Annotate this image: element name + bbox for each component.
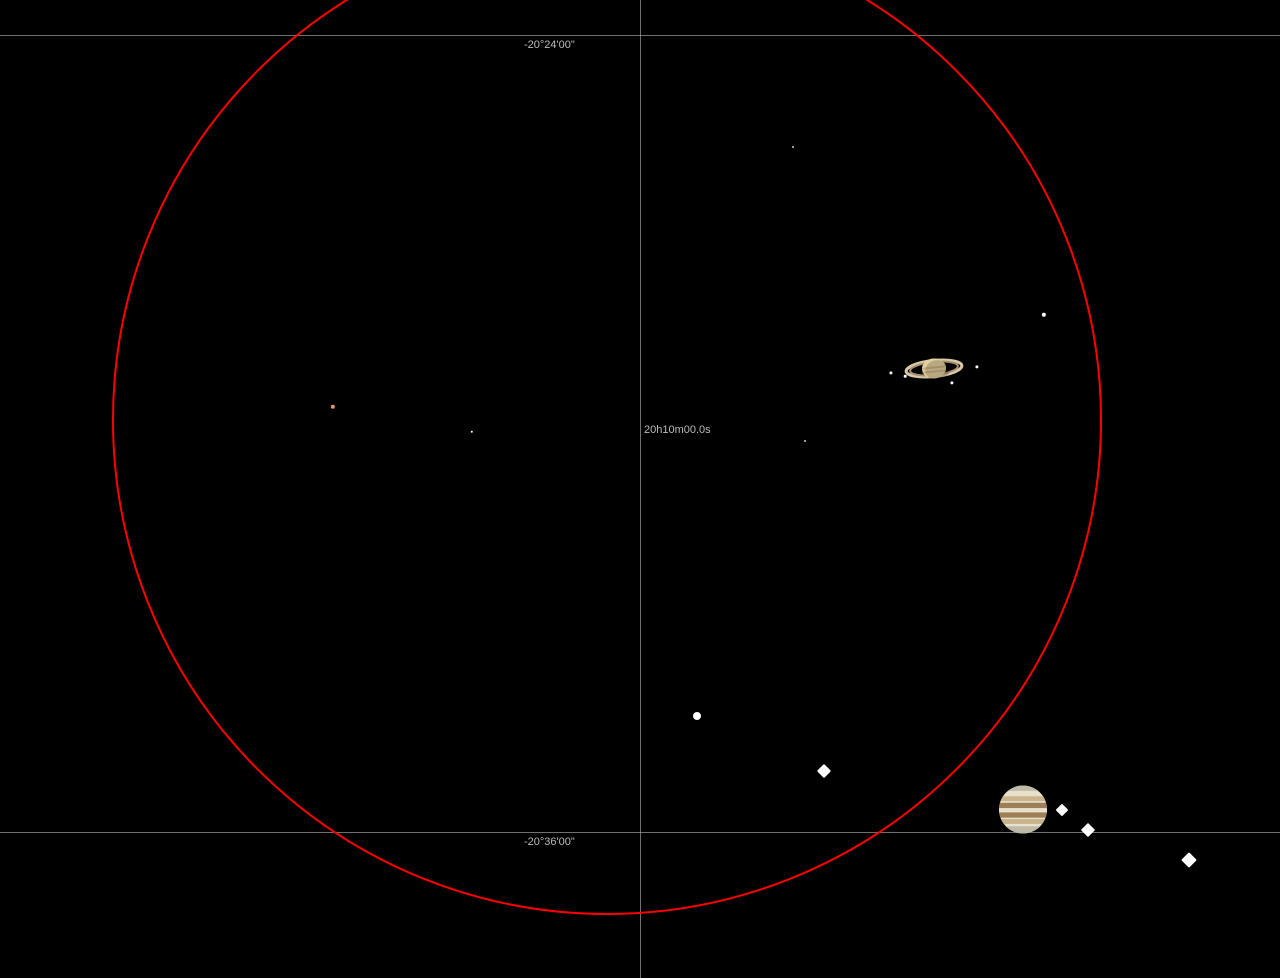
sky-point [1056, 804, 1069, 817]
sky-chart: -20°24'00"-20°36'00"20h10m00.0s [0, 0, 1280, 978]
sky-point [1181, 852, 1197, 868]
planet-saturn [902, 337, 966, 406]
planet-jupiter [997, 784, 1049, 841]
fov-indicator-circle [112, 0, 1102, 915]
sky-point [1081, 823, 1095, 837]
sky-point [693, 712, 701, 720]
sky-point [792, 146, 794, 148]
sky-point [804, 440, 806, 442]
